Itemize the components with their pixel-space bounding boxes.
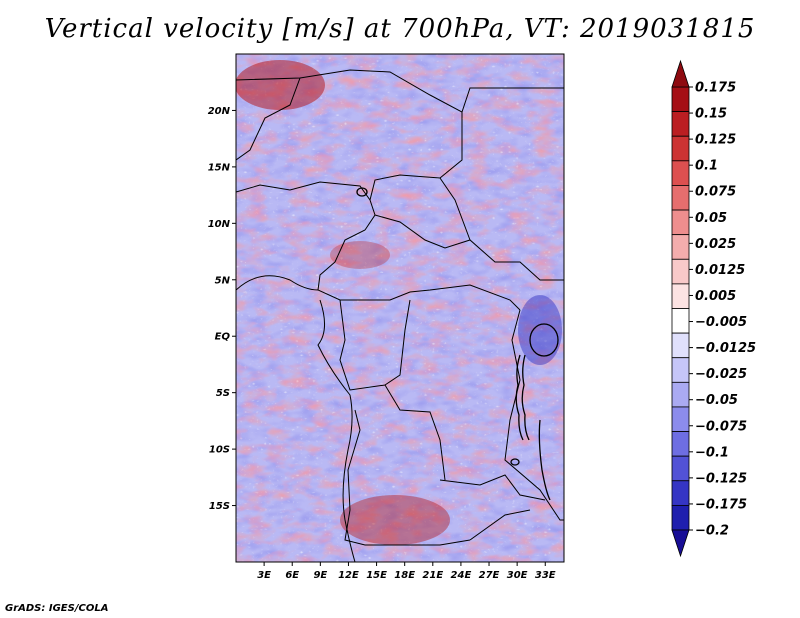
colorbar-label: 0.125 [695, 133, 736, 148]
plot-title: Vertical velocity [m/s] at 700hPa, VT: 2… [44, 14, 756, 44]
lat-tick-label: 10S [209, 445, 230, 456]
colorbar-swatch [671, 480, 690, 506]
latitude-axis: 20N 15N 10N 5N EQ 5S 10S 15S [208, 106, 236, 512]
colorbar-swatch [671, 332, 690, 359]
colorbar-swatch [671, 111, 690, 137]
lon-tick-label: 21E [422, 570, 443, 581]
colorbar-swatch [671, 406, 690, 432]
colorbar-swatch [671, 234, 690, 260]
colorbar-label: −0.075 [695, 419, 747, 434]
lat-tick-label: 20N [208, 106, 231, 117]
colorbar-label: −0.005 [695, 315, 747, 330]
colorbar-label: 0.1 [695, 159, 718, 174]
colorbar-swatch [671, 258, 690, 285]
lat-tick-label: EQ [215, 332, 231, 343]
colorbar-label: 0.025 [695, 237, 736, 252]
colorbar-swatch [671, 504, 690, 531]
lat-tick-label: 15N [208, 162, 231, 173]
colorbar-label: 0.0125 [695, 263, 745, 278]
lon-tick-label: 3E [257, 570, 271, 581]
colorbar-swatch [671, 135, 690, 162]
colorbar-label: 0.075 [695, 185, 736, 200]
lat-tick-label: 5N [215, 275, 231, 286]
lon-tick-label: 30E [507, 570, 528, 581]
plot-frame [235, 53, 565, 563]
lon-tick-label: 27E [479, 570, 500, 581]
colorbar-label: 0.005 [695, 289, 736, 304]
colorbar-label: −0.2 [695, 524, 729, 539]
colorbar-swatch [671, 283, 690, 309]
colorbar-bottom-arrow [671, 529, 690, 558]
colorbar-swatch [671, 431, 690, 457]
lon-tick-label: 15E [366, 570, 387, 581]
lat-tick-label: 5S [216, 388, 230, 399]
lat-tick-label: 15S [209, 501, 230, 512]
colorbar-top-arrow [671, 59, 690, 88]
colorbar: 0.175 0.15 0.125 0.1 0.075 0.05 0.025 0.0125 0.0… [671, 59, 756, 558]
colorbar-label: 0.05 [695, 211, 727, 226]
colorbar-swatch [671, 160, 690, 186]
colorbar-label: −0.0125 [695, 341, 756, 356]
colorbar-swatch [671, 185, 690, 211]
lakes [356, 187, 559, 501]
velocity-field [236, 54, 564, 562]
colorbar-label: 0.175 [695, 81, 736, 96]
colorbar-label: 0.15 [695, 107, 727, 122]
colorbar-swatch [671, 308, 690, 334]
lon-tick-label: 24E [451, 570, 472, 581]
country-borders [236, 69, 564, 562]
lon-tick-label: 9E [313, 570, 327, 581]
grads-credit: GrADS: IGES/COLA [5, 603, 109, 614]
colorbar-label: −0.125 [695, 471, 747, 486]
colorbar-swatch [671, 381, 690, 408]
colorbar-swatch [671, 357, 690, 383]
colorbar-label: −0.175 [695, 497, 747, 512]
colorbar-swatch [671, 455, 690, 482]
colorbar-label: −0.05 [695, 393, 738, 408]
lon-tick-label: 18E [394, 570, 415, 581]
lon-tick-label: 6E [285, 570, 299, 581]
colorbar-swatch [671, 209, 690, 236]
colorbar-swatch [671, 86, 690, 113]
colorbar-label: −0.1 [695, 445, 729, 460]
lon-tick-label: 33E [535, 570, 556, 581]
lon-tick-label: 12E [338, 570, 359, 581]
longitude-axis: 3E 6E 9E 12E 15E 18E 21E 24E 27E 30E 33E [257, 562, 556, 581]
colorbar-label: −0.025 [695, 367, 747, 382]
lat-tick-label: 10N [208, 219, 231, 230]
